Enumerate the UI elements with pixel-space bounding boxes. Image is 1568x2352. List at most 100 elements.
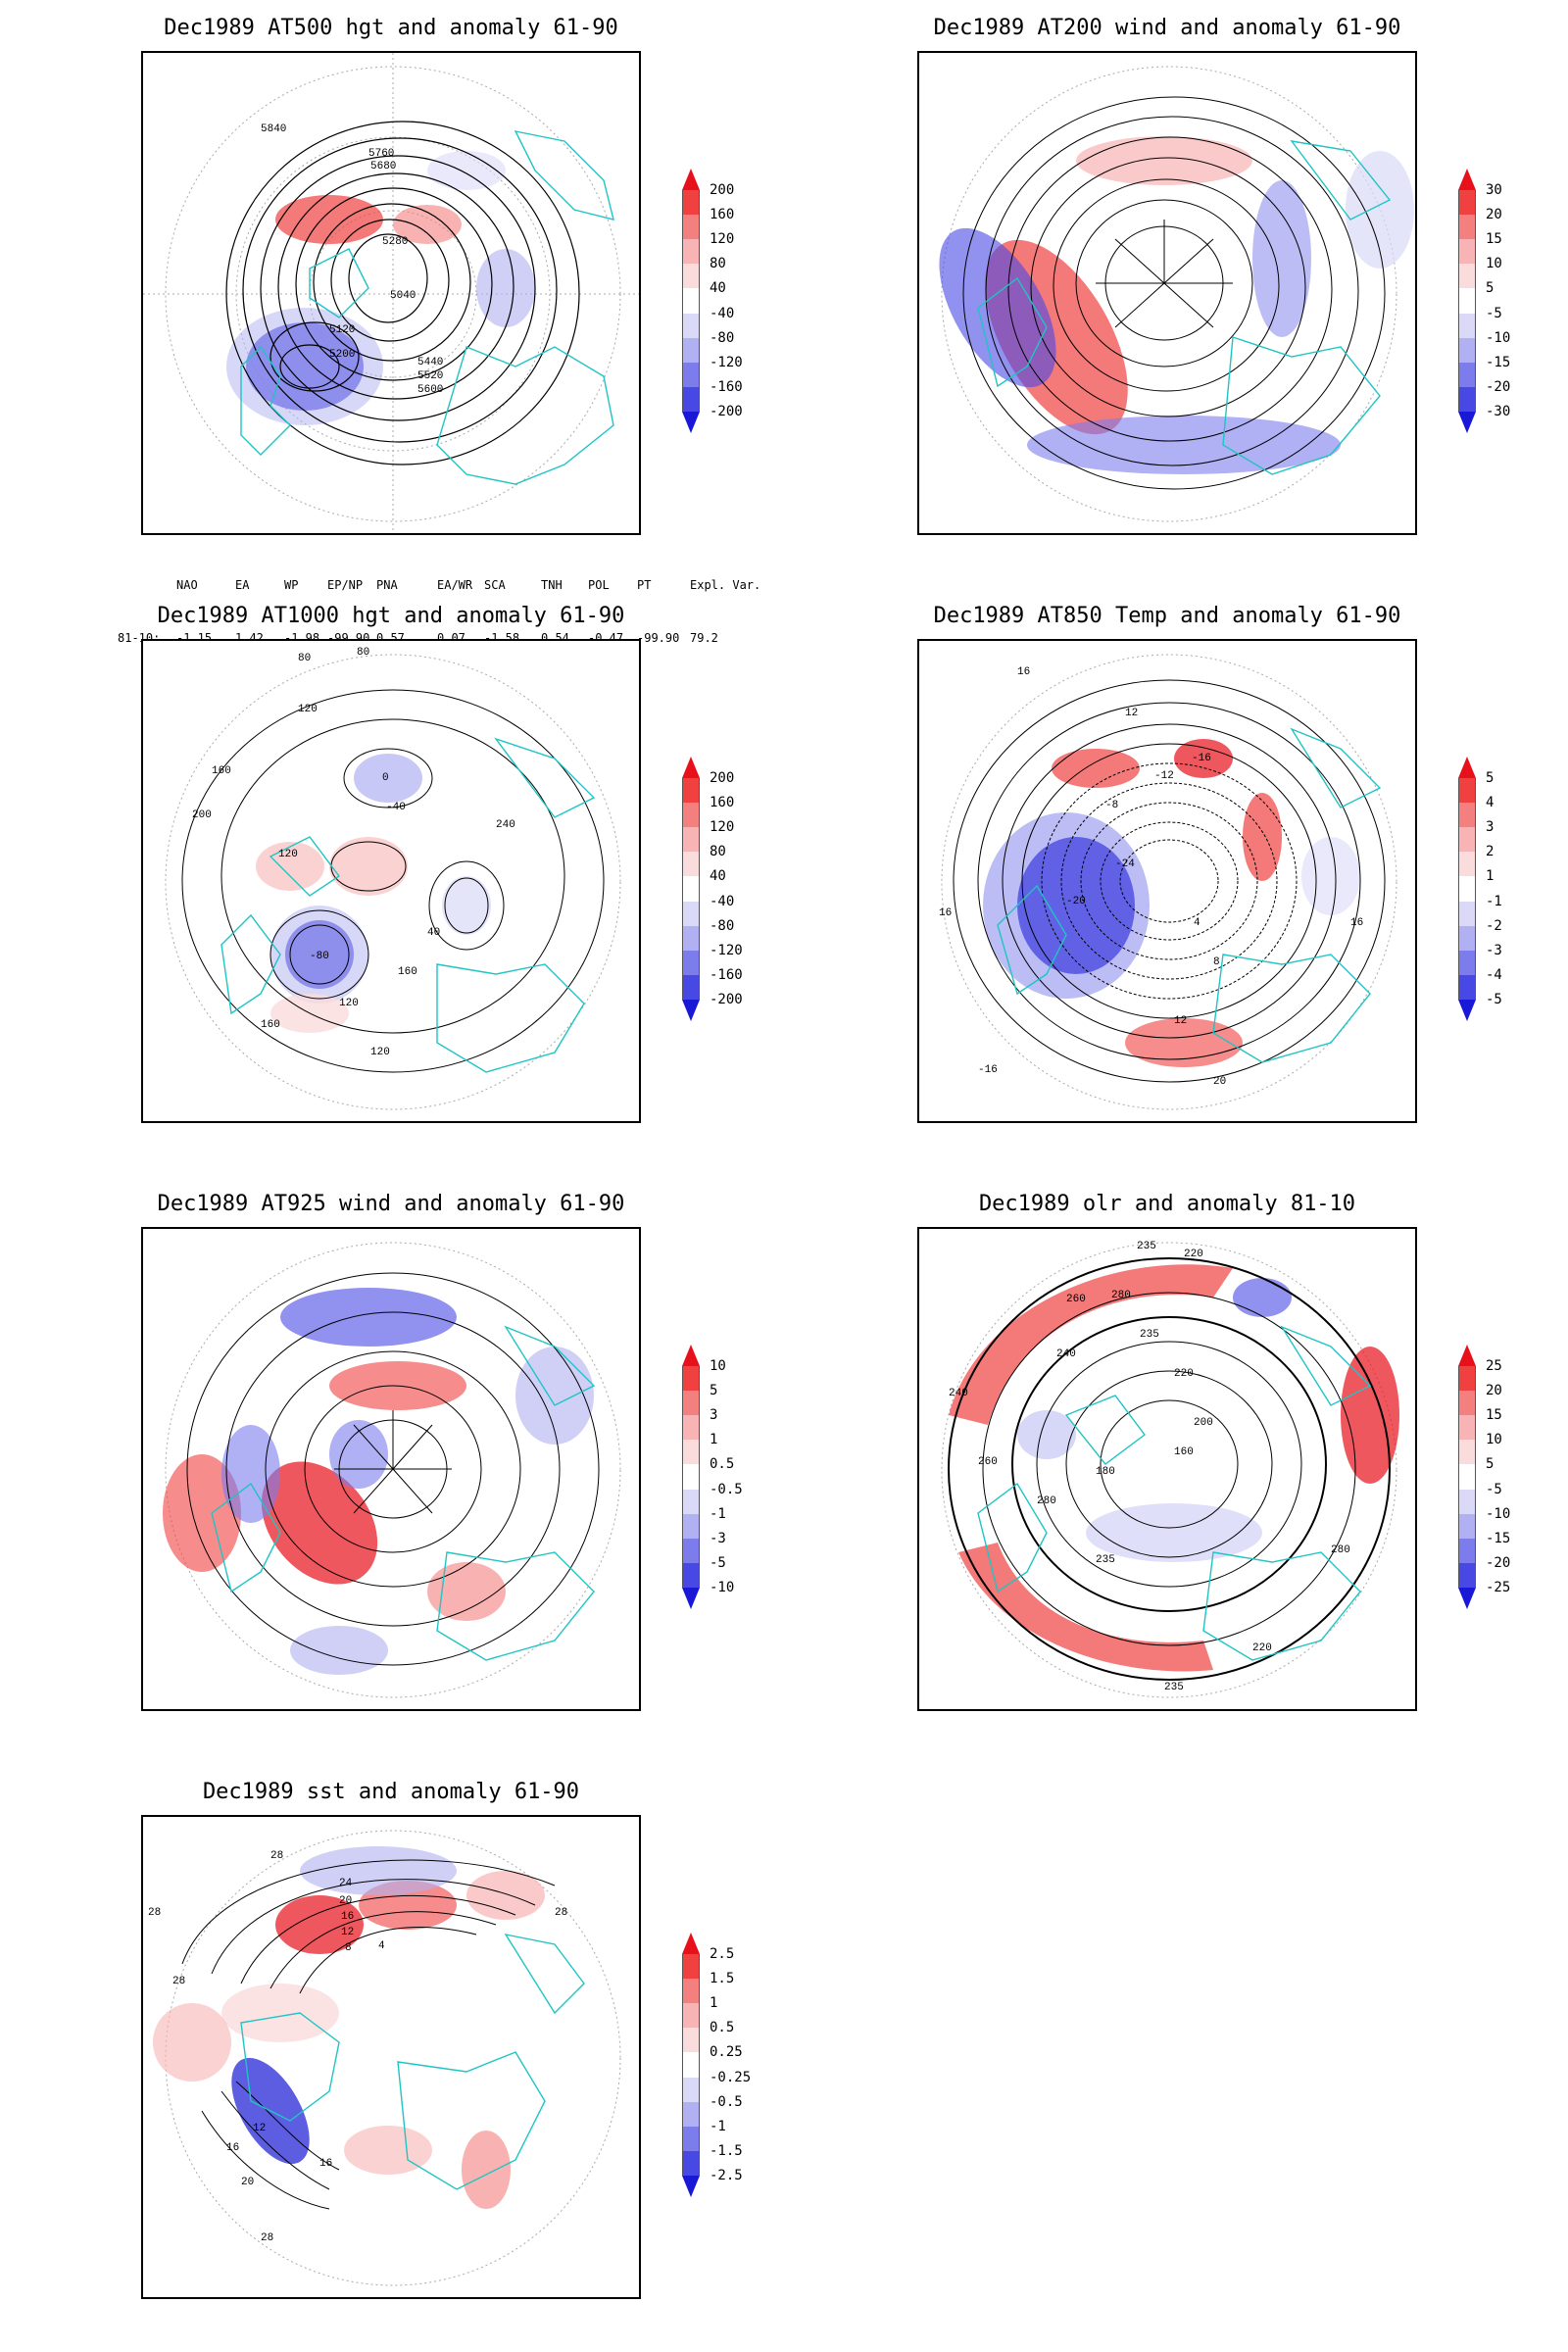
colorbar-segment bbox=[1458, 778, 1476, 804]
anomaly-shading bbox=[290, 1626, 388, 1675]
map-at500-svg: 5840 5760 5680 5280 5200 5120 5040 5440 … bbox=[143, 53, 639, 533]
colorbar-tick-label: -80 bbox=[710, 329, 735, 346]
colorbar-tick-label: 5 bbox=[1486, 770, 1494, 786]
anomaly-shading bbox=[1252, 180, 1311, 337]
anomaly-shading bbox=[476, 249, 535, 327]
colorbar-tick-label: -15 bbox=[1486, 1530, 1511, 1546]
map-at500: 5840 5760 5680 5280 5200 5120 5040 5440 … bbox=[141, 51, 641, 535]
anomaly-shading bbox=[427, 1562, 506, 1621]
contour-label: 235 bbox=[1096, 1554, 1115, 1566]
colorbar-tick-label: 3 bbox=[1486, 819, 1494, 836]
contour-label: 20 bbox=[241, 2177, 254, 2188]
colorbar-at200: 30 20 15 10 5 -5 -10 -15 -20 -30 bbox=[1458, 169, 1566, 433]
map-at850: 16 12 -16 -12 -20 -24 -8 4 8 12 16 -16 1… bbox=[917, 639, 1417, 1123]
colorbar-segment bbox=[682, 2077, 700, 2102]
panel-title-at500: Dec1989 AT500 hgt and anomaly 61-90 bbox=[164, 16, 618, 40]
panel-title-at925: Dec1989 AT925 wind and anomaly 61-90 bbox=[157, 1192, 625, 1216]
colorbar-segment bbox=[1458, 239, 1476, 265]
anomaly-shading bbox=[515, 1347, 594, 1445]
contour-label: 160 bbox=[1174, 1446, 1194, 1458]
colorbar-tick-label: -4 bbox=[1486, 966, 1502, 983]
colorbar-segment bbox=[682, 778, 700, 804]
contour-label: 28 bbox=[172, 1976, 185, 1987]
colorbar-tick-label: 0.25 bbox=[710, 2044, 743, 2061]
colorbar-segment bbox=[1458, 1464, 1476, 1490]
contour-label: 120 bbox=[298, 704, 318, 715]
colorbar-segment bbox=[682, 386, 700, 412]
colorbar-segment bbox=[1458, 362, 1476, 387]
contour-label: 16 bbox=[319, 2158, 332, 2170]
colorbar-tick-label: -3 bbox=[710, 1530, 726, 1546]
contour-label: 235 bbox=[1164, 1682, 1184, 1693]
anomaly-shading bbox=[1301, 837, 1360, 915]
index-header-cell: POL bbox=[588, 578, 610, 592]
colorbar-tick-label: 120 bbox=[710, 231, 735, 248]
contour-label: 220 bbox=[1174, 1368, 1194, 1380]
anomaly-shading bbox=[1017, 1410, 1076, 1459]
index-header-cell: PT bbox=[637, 578, 652, 592]
colorbar-segment bbox=[682, 827, 700, 853]
contour-label: 235 bbox=[1137, 1241, 1156, 1252]
index-header-cell: PNA bbox=[376, 578, 398, 592]
index-header-cell: EA bbox=[235, 578, 250, 592]
anomaly-shading bbox=[1052, 749, 1140, 788]
colorbar-tick-label: 1 bbox=[1486, 868, 1494, 885]
colorbar-tick-label: -5 bbox=[1486, 1481, 1502, 1497]
colorbar-tick-label: 200 bbox=[710, 770, 735, 786]
colorbar-segment bbox=[682, 803, 700, 828]
colorbar-bottom-arrow bbox=[1458, 412, 1476, 433]
contour-label: 20 bbox=[1213, 1076, 1226, 1088]
contour-label: 120 bbox=[339, 998, 359, 1009]
anomaly-shading bbox=[983, 812, 1150, 999]
contour-label: 16 bbox=[1350, 917, 1363, 929]
colorbar-segment bbox=[682, 2150, 700, 2176]
colorbar-segment bbox=[1458, 1538, 1476, 1563]
contour-label: 180 bbox=[1096, 1466, 1115, 1478]
anomaly-shading bbox=[1243, 793, 1282, 881]
colorbar-tick-label: 200 bbox=[710, 182, 735, 198]
anomaly-shading bbox=[1027, 416, 1341, 474]
anomaly-shading bbox=[949, 1264, 1233, 1425]
anomaly-shading bbox=[1233, 1278, 1292, 1317]
colorbar-tick-label: -5 bbox=[1486, 992, 1502, 1007]
map-at925-svg bbox=[163, 1242, 621, 1698]
colorbar-tick-label: 40 bbox=[710, 868, 726, 885]
colorbar-tick-label: -80 bbox=[710, 917, 735, 934]
colorbar-tick-label: -0.5 bbox=[710, 1481, 743, 1497]
colorbar-tick-label: 5 bbox=[1486, 280, 1494, 297]
colorbar-segment bbox=[682, 239, 700, 265]
colorbar-segment bbox=[1458, 1489, 1476, 1514]
colorbar-segment bbox=[682, 1562, 700, 1588]
colorbar-segment bbox=[682, 1954, 700, 1980]
colorbar-segment bbox=[682, 190, 700, 216]
anomaly-shading bbox=[1346, 151, 1414, 269]
contour-label: 4 bbox=[378, 1940, 385, 1952]
contour-label: 28 bbox=[555, 1907, 567, 1919]
anomaly-shading bbox=[275, 195, 383, 244]
colorbar-tick-label: -0.25 bbox=[710, 2069, 752, 2085]
anomaly-shading bbox=[442, 876, 491, 935]
colorbar-segment bbox=[1458, 215, 1476, 240]
contour-label: 16 bbox=[939, 907, 952, 919]
colorbar-segment bbox=[682, 1464, 700, 1490]
map-at200 bbox=[917, 51, 1417, 535]
anomaly-shading bbox=[466, 1871, 545, 1920]
index-header-cell: Expl. Var. bbox=[690, 578, 761, 592]
colorbar-segment bbox=[1458, 974, 1476, 1000]
contour-label: 5600 bbox=[417, 384, 443, 396]
colorbar-tick-label: 1 bbox=[710, 1995, 718, 2012]
contour-label: 160 bbox=[212, 765, 231, 777]
contour-label: 12 bbox=[1125, 708, 1138, 719]
colorbar-top-arrow bbox=[682, 1345, 700, 1366]
colorbar-segment bbox=[1458, 876, 1476, 902]
colorbar-tick-label: 15 bbox=[1486, 231, 1502, 248]
colorbar-segment bbox=[682, 215, 700, 240]
contour-label: 16 bbox=[341, 1911, 354, 1923]
colorbar-segment bbox=[682, 2101, 700, 2127]
contour-label: 120 bbox=[278, 849, 298, 860]
colorbar-at1000: 200 160 120 80 40 -40 -80 -120 -160 -200 bbox=[682, 757, 790, 1021]
contour-label: -20 bbox=[1066, 896, 1086, 907]
colorbar-segment bbox=[682, 876, 700, 902]
contour-label: 5840 bbox=[261, 123, 286, 135]
colorbar-bottom-arrow bbox=[682, 1000, 700, 1021]
